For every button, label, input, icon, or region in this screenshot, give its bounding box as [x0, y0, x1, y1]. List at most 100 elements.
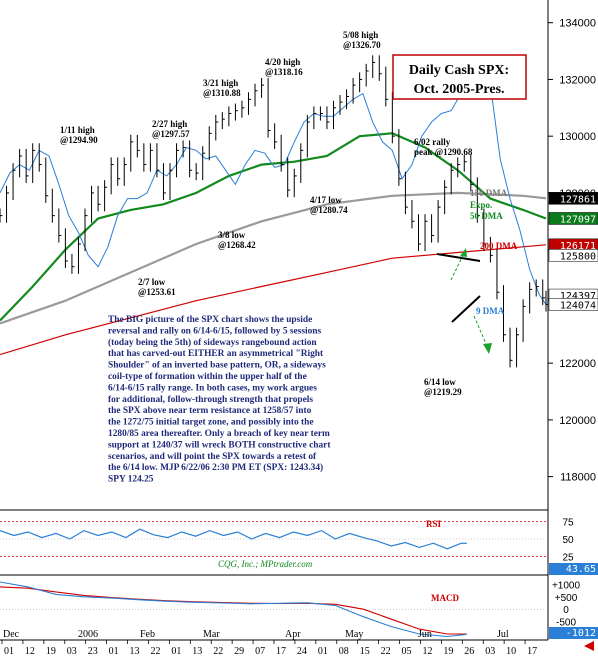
commentary-line: 6/14-6/15 rally range. In both cases, my…: [108, 383, 317, 393]
left-arrow-icon[interactable]: [584, 641, 594, 651]
commentary-line: support at 1240/37 will wreck BOTH const…: [108, 440, 331, 450]
time-axis-day: 05: [402, 646, 412, 657]
label-expo: Expo.: [470, 200, 492, 210]
time-axis-day: 03: [485, 646, 495, 657]
series-line-0: [0, 191, 547, 325]
annotation-3-8-low: 3/8 low: [218, 230, 246, 240]
price-tag-value: 125800: [560, 251, 596, 262]
rsi-value-tag-bg: [549, 563, 598, 575]
price-tick-label: 118000: [560, 472, 596, 484]
label-200-dma: 200 DMA: [480, 241, 518, 251]
time-axis-day: 22: [381, 646, 391, 657]
annotation-2-27-high: 2/27 high: [152, 119, 187, 129]
price-tick-label: 130000: [559, 131, 596, 143]
rsi-credit: CQG, Inc.; MPtrader.com: [218, 559, 313, 569]
macd-tick-label: +1000: [552, 580, 581, 591]
annotation-6-02-rally-value: peak @1290.68: [414, 147, 473, 157]
time-axis-month: 2006: [78, 629, 98, 640]
time-axis-month: Jun: [418, 629, 432, 640]
price-tag-bg: [548, 192, 598, 205]
rsi-tick-label: 50: [562, 535, 574, 546]
commentary-line: Shoulder" of an inverted base pattern, O…: [108, 361, 326, 371]
projection-up-arrow: [450, 248, 467, 281]
time-axis-day: 13: [192, 646, 202, 657]
price-tag-value: 127861: [560, 194, 596, 205]
annotation-2-27-high-value: @1297.57: [152, 129, 190, 139]
commentary-line: coil-type of formation within the upper …: [108, 372, 307, 382]
commentary-line: for additional, follow-through strength …: [108, 395, 313, 405]
commentary-line: the SPX above near term resistance at 12…: [108, 406, 312, 416]
annotation-6-02-rally: 6/02 rally: [414, 137, 451, 147]
price-tick-label: 120000: [559, 415, 596, 427]
time-axis-month: Apr: [285, 629, 301, 640]
annotation-4-20-high-value: @1318.16: [265, 67, 303, 77]
time-axis-day: 19: [46, 646, 56, 657]
annotation-1-11-high-value: @1294.90: [60, 135, 98, 145]
price-tag-value: 124397: [560, 291, 596, 302]
macd-value-tag: -1012: [566, 628, 596, 639]
time-axis-day: 26: [464, 646, 474, 657]
time-axis-day: 10: [506, 646, 516, 657]
series-line-1: [0, 132, 547, 322]
series-line-3: [0, 70, 547, 305]
commentary-line: 1280/85 area thereafter. Only a breach o…: [108, 429, 330, 439]
macd-tick-label: 0: [563, 605, 569, 616]
time-axis-month: Dec: [3, 629, 20, 640]
time-axis-day: 23: [88, 646, 98, 657]
time-axis-month: May: [345, 629, 363, 640]
macd-signal-line: [0, 586, 467, 635]
commentary-line: the 6/14 low. MJP 6/22/06 2:30 PM ET (SP…: [108, 462, 323, 473]
title-box: [392, 54, 527, 100]
annotation-5-08-high: 5/08 high: [343, 30, 378, 40]
annotation-1-11-high: 1/11 high: [60, 125, 95, 135]
chart-title: Daily Cash SPX:: [409, 63, 509, 78]
time-axis-day: 07: [255, 646, 265, 657]
time-axis-day: 24: [297, 646, 307, 657]
label-150-dma: 150 DMA: [470, 188, 508, 198]
label-9-dma: 9 DMA: [476, 306, 505, 316]
time-axis-month: Feb: [140, 629, 155, 640]
macd-line: [0, 581, 467, 638]
macd-tick-label: +500: [555, 593, 578, 604]
chart-subtitle: Oct. 2005-Pres.: [413, 82, 504, 97]
commentary-text: The BIG picture of the SPX chart shows t…: [108, 315, 331, 485]
time-axis-day: 22: [150, 646, 160, 657]
annotation-4-17-low-value: @1280.74: [310, 205, 348, 215]
commentary-line: that has carved-out EITHER an asymmetric…: [108, 349, 324, 359]
price-tag-bg: [548, 249, 598, 262]
commentary-line: the 1272/75 initial target zone, and pos…: [108, 418, 313, 428]
time-axis-day: 01: [171, 646, 181, 657]
price-tag-value: 124074: [560, 300, 596, 311]
price-tick-label: 132000: [559, 74, 596, 86]
macd-value-tag-bg: [549, 627, 598, 639]
annotation-3-8-low-value: @1268.42: [218, 240, 256, 250]
annotation-6-14-low-value: @1219.29: [424, 387, 462, 397]
time-axis-day: 01: [109, 646, 119, 657]
time-axis-day: 01: [4, 646, 14, 657]
time-axis-day: 15: [360, 646, 370, 657]
rsi-tick-label: 25: [562, 553, 574, 564]
price-tick-label: 122000: [559, 358, 596, 370]
annotation-4-20-high: 4/20 high: [265, 57, 300, 67]
time-axis-day: 19: [443, 646, 453, 657]
time-axis-month: Jul: [497, 629, 509, 640]
commentary-line: SPY 124.25: [108, 475, 154, 485]
coil-upper-line: [436, 253, 481, 262]
time-axis-day: 12: [25, 646, 35, 657]
commentary-line: The BIG picture of the SPX chart shows t…: [108, 315, 312, 325]
projection-down-arrow: [473, 315, 492, 354]
price-tag-bg: [548, 212, 598, 225]
price-tag-value: 126171: [560, 241, 596, 252]
annotation-3-21-high: 3/21 high: [203, 78, 238, 88]
price-tick-label: 134000: [559, 18, 596, 30]
time-axis-day: 08: [339, 646, 349, 657]
rsi-value-tag: 43.65: [566, 564, 596, 575]
coil-lower-line: [451, 295, 481, 323]
rsi-tick-label: 75: [562, 518, 574, 529]
annotation-2-7-low-value: @1253.61: [138, 287, 176, 297]
annotation-5-08-high-value: @1326.70: [343, 40, 381, 50]
time-axis-day: 29: [234, 646, 244, 657]
time-axis-day: 13: [130, 646, 140, 657]
